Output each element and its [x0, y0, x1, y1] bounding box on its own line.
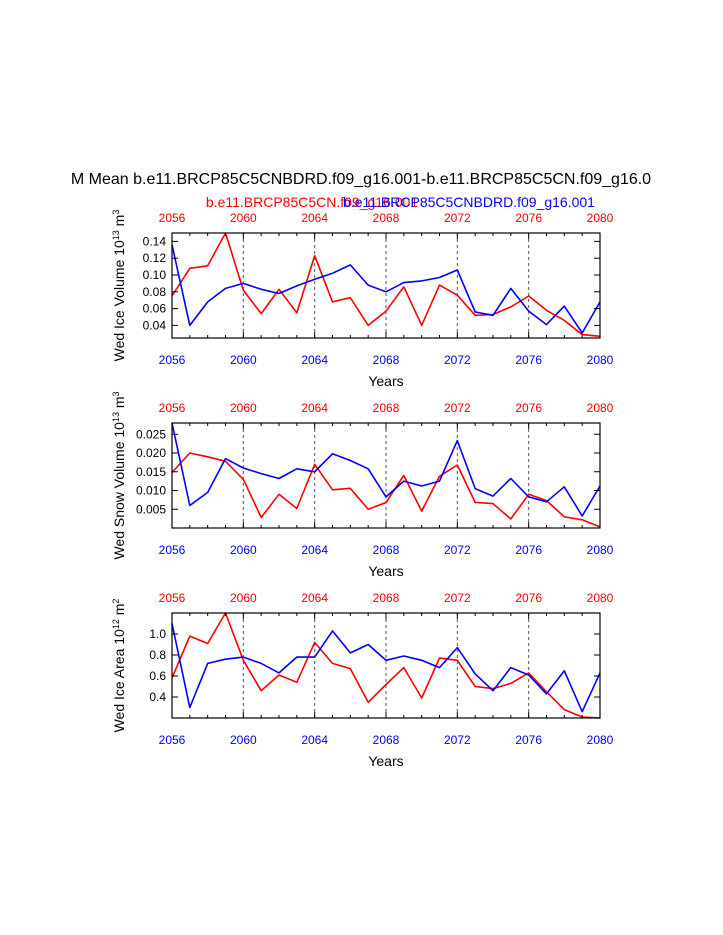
y-tick-label: 0.4: [149, 690, 166, 704]
plot-frame: [171, 422, 601, 529]
x-tick-label-top: 2060: [230, 591, 257, 605]
x-tick-label-bottom: 2072: [444, 733, 471, 747]
x-tick-label-top: 2076: [515, 211, 542, 225]
x-tick-label-bottom: 2068: [373, 543, 400, 557]
y-tick-label: 0.8: [149, 648, 166, 662]
y-tick-label: 0.08: [143, 285, 167, 299]
y-axis-label: Wed Snow Volume 1013 m3: [111, 391, 127, 559]
y-tick-label: 0.10: [143, 268, 167, 282]
x-tick-label-bottom: 2080: [587, 543, 614, 557]
y-tick-label: 0.020: [136, 446, 166, 460]
x-tick-label-top: 2064: [301, 591, 328, 605]
x-tick-label-bottom: 2080: [587, 733, 614, 747]
x-axis-label: Years: [368, 563, 403, 579]
x-tick-label-top: 2056: [159, 401, 186, 415]
y-tick-label: 0.015: [136, 465, 166, 479]
x-tick-label-bottom: 2068: [373, 353, 400, 367]
panel-3: 2056 2056 2060 2060 2064 2064 2068 2068 2072 2072…: [111, 591, 614, 769]
plot-frame: [171, 612, 601, 719]
y-tick-label: 0.04: [143, 318, 167, 332]
x-tick-label-top: 2060: [230, 401, 257, 415]
panel-2: 2056 2056 2060 2060 2064 2064 2068 2068 2072 2072…: [111, 391, 614, 579]
x-tick-label-top: 2064: [301, 211, 328, 225]
x-tick-label-top: 2072: [444, 401, 471, 415]
series-line: [171, 452, 601, 528]
y-tick-label: 0.025: [136, 427, 166, 441]
x-tick-label-bottom: 2064: [301, 733, 328, 747]
x-tick-label-top: 2076: [515, 591, 542, 605]
y-tick-label: 0.6: [149, 669, 166, 683]
x-tick-label-bottom: 2064: [301, 353, 328, 367]
x-tick-label-bottom: 2056: [159, 353, 186, 367]
x-tick-label-top: 2080: [587, 211, 614, 225]
y-tick-label: 1.0: [149, 627, 166, 641]
x-tick-label-bottom: 2056: [159, 543, 186, 557]
x-axis-label: Years: [368, 753, 403, 769]
x-tick-label-bottom: 2060: [230, 353, 257, 367]
figure-title: M Mean b.e11.BRCP85C5CNBDRD.f09_g16.001-…: [71, 171, 651, 188]
x-tick-label-bottom: 2056: [159, 733, 186, 747]
x-tick-label-bottom: 2072: [444, 543, 471, 557]
x-tick-label-top: 2076: [515, 401, 542, 415]
x-tick-label-top: 2072: [444, 591, 471, 605]
x-tick-label-top: 2068: [373, 591, 400, 605]
x-tick-label-bottom: 2060: [230, 543, 257, 557]
series-line: [171, 244, 601, 334]
y-tick-label: 0.14: [143, 234, 167, 248]
x-tick-label-top: 2072: [444, 211, 471, 225]
x-tick-label-top: 2080: [587, 401, 614, 415]
x-tick-label-bottom: 2076: [515, 733, 542, 747]
x-tick-label-top: 2056: [159, 591, 186, 605]
x-tick-label-bottom: 2064: [301, 543, 328, 557]
x-tick-label-top: 2068: [373, 401, 400, 415]
y-axis-label: Wed Ice Volume 1013 m3: [111, 210, 127, 362]
x-tick-label-top: 2056: [159, 211, 186, 225]
y-tick-label: 0.005: [136, 502, 166, 516]
x-tick-label-bottom: 2072: [444, 353, 471, 367]
legend-entry-blue: b.e11.BRCP85C5CNBDRD.f09_g16.001: [343, 194, 595, 210]
series-line: [171, 623, 601, 713]
y-axis-label: Wed Ice Area 1012 m2: [111, 599, 127, 733]
x-tick-label-bottom: 2076: [515, 353, 542, 367]
x-tick-label-top: 2080: [587, 591, 614, 605]
x-tick-label-bottom: 2080: [587, 353, 614, 367]
series-line: [171, 612, 601, 719]
y-tick-label: 0.010: [136, 484, 166, 498]
series-line: [171, 232, 601, 338]
panel-1: 2056 2056 2060 2060 2064 2064 2068 2068 2072 2072…: [111, 194, 614, 389]
x-tick-label-bottom: 2076: [515, 543, 542, 557]
x-tick-label-top: 2060: [230, 211, 257, 225]
x-axis-label: Years: [368, 373, 403, 389]
legend-entry-red: b.e11.BRCP85C5CN.f09_g16.001: [206, 194, 418, 210]
y-tick-label: 0.12: [143, 251, 167, 265]
x-tick-label-bottom: 2060: [230, 733, 257, 747]
x-tick-label-top: 2068: [373, 211, 400, 225]
series-line: [171, 422, 601, 517]
x-tick-label-top: 2064: [301, 401, 328, 415]
x-tick-label-bottom: 2068: [373, 733, 400, 747]
y-tick-label: 0.06: [143, 302, 167, 316]
